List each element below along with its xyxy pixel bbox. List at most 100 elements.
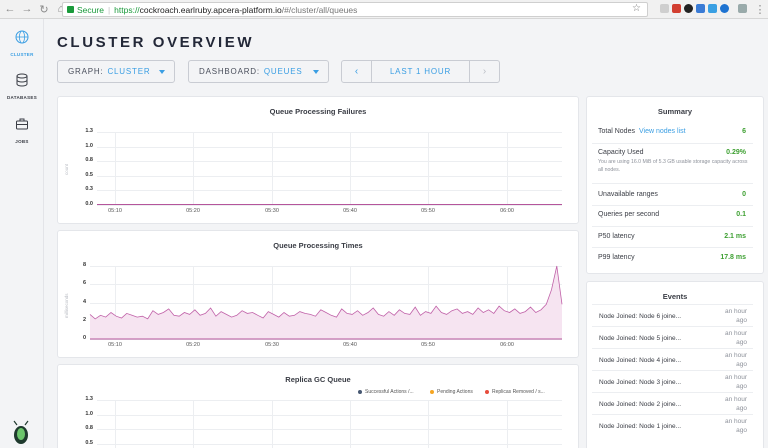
grid-line xyxy=(428,400,429,448)
divider xyxy=(592,326,753,327)
view-nodes-link[interactable]: View nodes list xyxy=(638,128,686,135)
x-tick-label: 05:40 xyxy=(343,208,357,214)
divider xyxy=(592,304,753,305)
sidebar-item-databases[interactable]: DATABASES xyxy=(0,73,44,100)
sidebar-item-label: JOBS xyxy=(15,139,29,144)
qps-value: 0.1 xyxy=(736,211,746,218)
chevron-down-icon xyxy=(159,70,165,74)
x-tick-label: 05:20 xyxy=(186,208,200,214)
total-nodes-row: Total Nodes View nodes list 6 xyxy=(598,128,746,135)
chart-title: Queue Processing Times xyxy=(273,241,363,250)
divider xyxy=(592,226,753,227)
back-icon[interactable]: ← xyxy=(4,3,16,15)
secure-label: Secure xyxy=(77,4,104,15)
y-tick-label: 4 xyxy=(82,298,86,305)
event-title: Node Joined: Node 4 joine... xyxy=(599,357,682,364)
x-tick-label: 05:30 xyxy=(265,342,279,348)
grid-line xyxy=(193,132,194,205)
capacity-row: Capacity Used 0.29% xyxy=(598,149,746,156)
unavailable-label: Unavailable ranges xyxy=(598,191,658,198)
separator: | xyxy=(107,4,111,15)
failures-chart-card: Queue Processing Failures xyxy=(57,96,579,224)
summary-title: Summary xyxy=(657,107,693,116)
bookmark-star-icon[interactable]: ☆ xyxy=(632,3,641,14)
page-title: CLUSTER OVERVIEW xyxy=(57,34,255,51)
extension-icon[interactable] xyxy=(684,4,693,13)
y-tick-label: 0.5 xyxy=(85,171,93,178)
grid-line xyxy=(90,266,562,267)
p50-row: P50 latency 2.1 ms xyxy=(598,233,746,240)
home-icon[interactable]: ⌂ xyxy=(57,3,65,15)
events-card: Events xyxy=(586,281,764,448)
y-tick-label: 1.3 xyxy=(85,128,93,134)
graph-dropdown[interactable]: GRAPH: CLUSTER xyxy=(57,60,175,83)
event-title: Node Joined: Node 6 joine... xyxy=(599,313,682,320)
url-path: /#/cluster/all/queues xyxy=(281,4,358,15)
unavailable-value: 0 xyxy=(742,191,746,198)
time-range-label[interactable]: LAST 1 HOUR xyxy=(389,67,452,76)
y-tick-label: 0.5 xyxy=(85,439,93,446)
legend-label: Pending Actions xyxy=(437,389,473,395)
grid-line xyxy=(97,205,562,206)
y-tick-label: 0 xyxy=(82,335,86,341)
y-tick-label: 0.8 xyxy=(85,157,93,164)
events-title: Events xyxy=(662,292,688,301)
dashboard-key: DASHBOARD: xyxy=(199,67,260,76)
grid-line xyxy=(97,429,562,430)
y-tick-label: 8 xyxy=(82,262,86,268)
chevron-down-icon xyxy=(313,70,319,74)
prev-time-button[interactable]: ‹ xyxy=(342,61,372,82)
briefcase-icon xyxy=(16,118,28,130)
grid-line xyxy=(428,266,429,339)
y-axis-label: milliseconds xyxy=(64,293,69,318)
extension-icon[interactable] xyxy=(696,4,705,13)
extension-icon[interactable] xyxy=(738,4,747,13)
sidebar-item-jobs[interactable]: JOBS xyxy=(0,117,44,144)
grid-line xyxy=(507,266,508,339)
divider xyxy=(592,247,753,248)
forward-icon[interactable]: → xyxy=(21,3,33,15)
x-tick-label: 05:10 xyxy=(108,342,122,348)
event-time: an hour ago xyxy=(724,352,747,368)
grid-line xyxy=(97,175,562,177)
grid-line xyxy=(115,400,116,448)
grid-line xyxy=(97,132,562,133)
divider xyxy=(592,392,753,393)
legend-item: Pending Actions xyxy=(430,389,473,395)
p50-value: 2.1 ms xyxy=(724,233,746,240)
next-time-button[interactable]: › xyxy=(469,61,499,82)
url-host: cockroach.earlruby.apcera-platform.io xyxy=(139,4,282,15)
qps-label: Queries per second xyxy=(598,211,660,218)
legend-label: Replicas Removed / s... xyxy=(492,389,545,395)
dashboard-dropdown[interactable]: DASHBOARD: QUEUES xyxy=(188,60,329,83)
database-icon xyxy=(16,73,28,87)
total-nodes-value: 6 xyxy=(742,128,746,135)
sidebar: CLUSTER DATABASES JOBS xyxy=(0,19,44,448)
y-tick-label: 1.0 xyxy=(85,410,93,417)
extension-icon[interactable] xyxy=(660,4,669,13)
menu-icon[interactable]: ⋮ xyxy=(754,3,766,16)
extension-icon[interactable] xyxy=(672,4,681,13)
y-tick-label: 2 xyxy=(82,316,86,323)
extension-icon[interactable] xyxy=(708,4,717,13)
sidebar-item-cluster[interactable]: CLUSTER xyxy=(0,30,44,57)
cockroach-logo-icon xyxy=(13,420,29,444)
browser-toolbar: ← → ↻ ⌂ Secure | https:// cockroach.earl… xyxy=(0,0,768,19)
divider xyxy=(592,414,753,415)
reload-icon[interactable]: ↻ xyxy=(39,3,49,16)
event-time: an hour ago xyxy=(724,308,747,324)
grid-line xyxy=(97,414,562,416)
x-tick-label: 05:50 xyxy=(421,342,435,348)
event-time: an hour ago xyxy=(724,330,747,346)
x-tick-label: 05:20 xyxy=(186,342,200,348)
divider xyxy=(592,370,753,371)
chart-title: Queue Processing Failures xyxy=(269,107,367,116)
address-bar[interactable]: Secure | https:// cockroach.earlruby.apc… xyxy=(62,2,648,17)
legend-dot xyxy=(430,390,434,394)
p50-label: P50 latency xyxy=(598,233,635,240)
grid-line xyxy=(193,400,194,448)
grid-line xyxy=(428,132,429,205)
grid-line xyxy=(90,320,562,322)
grid-line xyxy=(272,132,273,205)
extension-icon[interactable] xyxy=(720,4,729,13)
